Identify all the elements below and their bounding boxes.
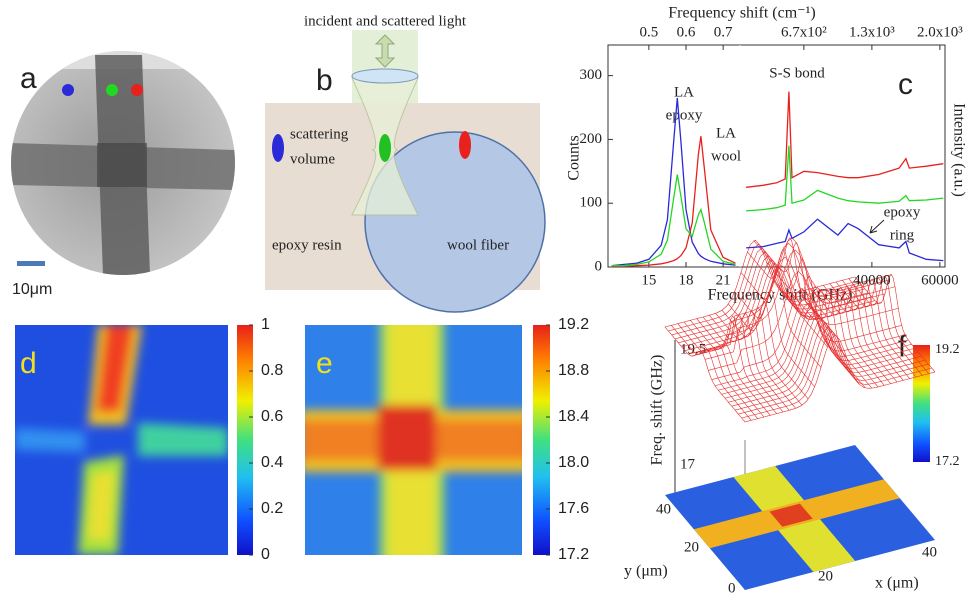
blue-volume	[272, 134, 284, 162]
colorbar-tick: 17.2	[935, 454, 960, 469]
x-tick-label: 18	[679, 272, 694, 288]
colorbar-tick-label: 17.2	[558, 546, 589, 563]
x-tick-label: 20	[818, 568, 833, 584]
heat-band	[15, 428, 85, 452]
x-axis-title: x (μm)	[875, 575, 919, 592]
surface-mesh	[732, 319, 922, 406]
surface-mesh	[703, 314, 783, 412]
annotation: epoxy	[884, 204, 921, 220]
x2-tick-label: 0.5	[639, 24, 658, 40]
y2-axis-title: Intensity (a.u.)	[950, 103, 967, 197]
beam-label: incident and scattered light	[304, 13, 467, 29]
colorbar-tick: 19.2	[935, 342, 960, 357]
panel-label: d	[20, 347, 37, 380]
panel-b: incident and scattered light b scatterin…	[265, 13, 545, 312]
red-dot	[131, 84, 143, 96]
z-axis-title: Freq. shift (GHz)	[649, 355, 666, 466]
spectrum-line	[612, 175, 736, 266]
colorbar-tick-label: 17.6	[558, 500, 589, 517]
annotation-arrow	[870, 220, 884, 233]
x2-tick-label: 1.3x10³	[849, 24, 895, 40]
y-axis-title: y (μm)	[624, 563, 668, 580]
x2-tick-label: 0.6	[677, 24, 696, 40]
y-tick-label: 0	[595, 258, 603, 274]
blue-dot	[62, 84, 74, 96]
green-dot	[106, 84, 118, 96]
volume-label: volume	[290, 151, 335, 167]
scale-label: 10μm	[12, 281, 52, 298]
figure: a 10μm incident and scattered light b sc…	[0, 0, 969, 598]
annotation: wool	[711, 148, 741, 164]
x-tick-label: 15	[641, 272, 656, 288]
x2-tick-label: 0.7	[714, 24, 733, 40]
colorbar-tick-label: 18.8	[558, 362, 589, 379]
surface-mesh	[678, 324, 758, 419]
spectrum-line	[746, 92, 943, 188]
epoxy-label: epoxy resin	[272, 237, 342, 253]
surface-mesh	[697, 316, 777, 414]
colorbar-tick-label: 18.0	[558, 454, 589, 471]
lens	[352, 69, 418, 83]
surface-mesh	[709, 313, 789, 411]
y-tick-label: 300	[580, 67, 603, 83]
z-tick-label: 17	[680, 456, 696, 472]
surface-mesh	[849, 276, 929, 374]
fiber-label: wool fiber	[447, 237, 509, 253]
surface-mesh	[745, 335, 935, 422]
colorbar-tick-label: 1	[261, 316, 270, 333]
fiber-cross	[97, 143, 147, 187]
panel-label: c	[898, 68, 913, 101]
x2-tick-label: 6.7x10²	[781, 24, 827, 40]
panel-a: a 10μm	[10, 51, 235, 298]
panel-label: e	[316, 347, 333, 380]
heat-band	[138, 423, 228, 456]
colorbar-tick-label: 19.2	[558, 316, 589, 333]
x-tick-label: 40	[922, 544, 937, 560]
panel-label: b	[316, 64, 333, 97]
x2-tick-label: 2.0x10³	[917, 24, 963, 40]
colorbar	[237, 325, 253, 555]
colorbar-tick-label: 0.4	[261, 454, 283, 471]
heat-center	[378, 405, 436, 470]
panel-e: e	[300, 315, 550, 565]
surface-mesh	[842, 278, 922, 376]
surface-mesh	[735, 323, 925, 410]
colorbar-tick-label: 0.6	[261, 408, 283, 425]
x-tick-label: 60000	[921, 272, 959, 288]
annotation: epoxy	[666, 107, 703, 123]
colorbar	[533, 325, 550, 555]
scale-bar	[17, 261, 45, 266]
x-tick-label: 21	[716, 272, 731, 288]
colorbar-tick-label: 0.8	[261, 362, 283, 379]
annotation: LA	[716, 125, 736, 141]
colorbar-tick-label: 18.4	[558, 408, 589, 425]
panel-label: a	[20, 62, 37, 95]
surface-mesh	[684, 322, 764, 417]
panel-c: Frequency shift (cm⁻¹) Frequency shift (…	[566, 5, 968, 304]
red-volume	[459, 131, 471, 159]
panel-d: d	[15, 325, 253, 555]
surface-mesh	[716, 311, 796, 409]
colorbar-tick-label: 0.2	[261, 500, 283, 517]
green-volume	[379, 134, 391, 162]
annotation: S-S bond	[769, 65, 825, 81]
x-tick-label: 0	[728, 580, 736, 596]
volume-label: scattering	[290, 126, 349, 142]
annotation: ring	[890, 227, 915, 243]
colorbar-tick-label: 0	[261, 546, 270, 563]
top-axis-title: Frequency shift (cm⁻¹)	[668, 5, 815, 22]
y-tick-label: 200	[580, 131, 603, 147]
spectrum-line	[746, 146, 943, 211]
y-tick-label: 40	[656, 501, 671, 517]
y-tick-label: 100	[580, 195, 603, 211]
x-tick-label: 40000	[853, 272, 891, 288]
y-tick-label: 20	[684, 539, 699, 555]
surface-mesh	[855, 274, 935, 372]
